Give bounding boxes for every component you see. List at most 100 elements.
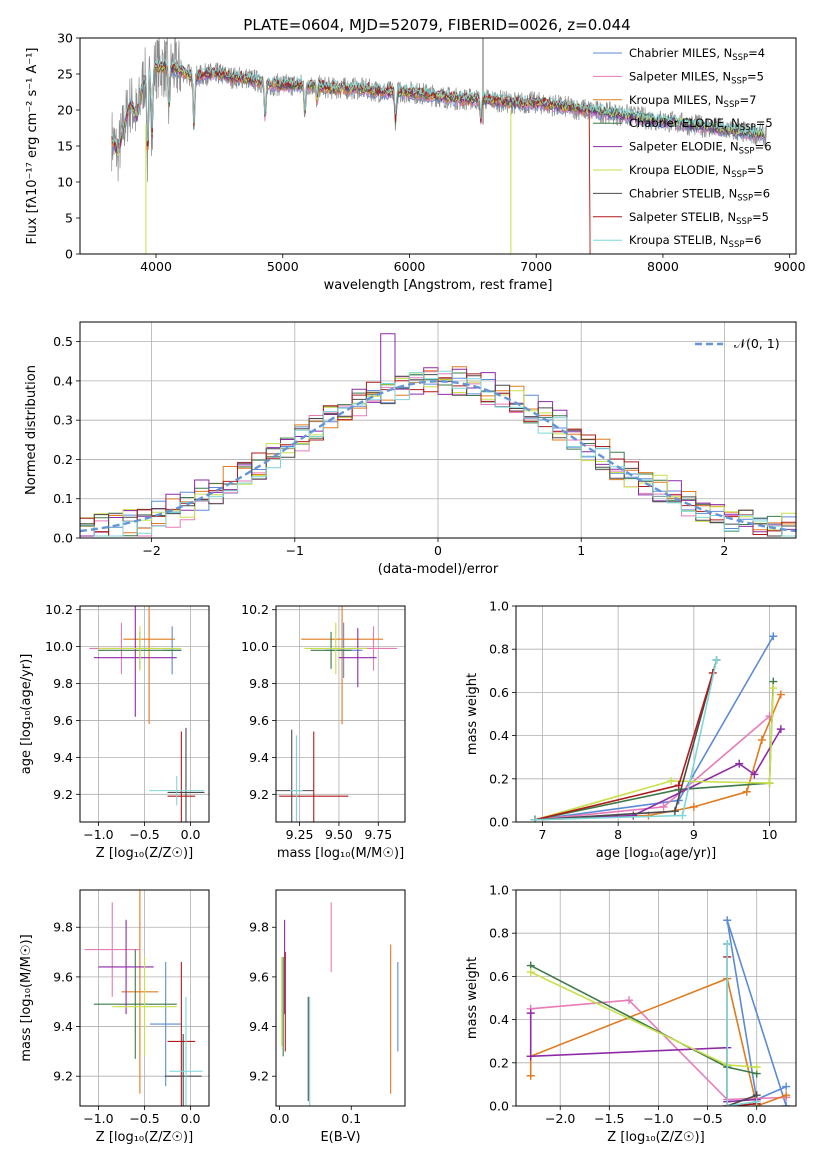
y-tick-label: 0.8 (489, 926, 509, 941)
y-tick-label: 0.2 (489, 771, 509, 786)
x-tick-label: 4000 (140, 259, 172, 274)
x-tick-label: 9 (690, 827, 698, 842)
x-tick-label: −0.5 (129, 827, 159, 842)
x-axis-label: Z [log₁₀(Z/Z☉)] (96, 1130, 193, 1145)
x-tick-label: 0.0 (747, 1111, 767, 1126)
x-tick-label: −0.5 (692, 1111, 722, 1126)
y-axis-label: age [log₁₀(age/yr)] (19, 654, 34, 775)
y-tick-label: 9.8 (249, 920, 269, 935)
x-axis-label: wavelength [Angstrom, rest frame] (324, 278, 553, 293)
y-tick-label: 1.0 (489, 883, 509, 898)
y-tick-label: 10.0 (45, 639, 73, 654)
data-marker (530, 815, 539, 822)
y-tick-label: 10.2 (241, 602, 269, 617)
x-tick-label: 1 (577, 543, 585, 558)
mass-weight-line (534, 681, 775, 821)
y-tick-label: 9.4 (249, 750, 269, 765)
x-tick-label: 9.50 (325, 827, 353, 842)
x-tick-label: −2.0 (545, 1111, 575, 1126)
x-tick-label: 8000 (647, 259, 679, 274)
axes-frame (79, 37, 797, 255)
x-tick-label: 0 (434, 543, 442, 558)
x-axis-label: E(B-V) (320, 1130, 360, 1145)
legend-entry: 𝒩(0, 1) (734, 336, 780, 351)
legend-entry: Salpeter ELODIE, NSSP=6 (629, 140, 772, 157)
plot-area (89, 606, 205, 822)
x-axis-label: Z [log₁₀(Z/Z☉)] (607, 1130, 704, 1145)
panel-mass_weight_vs_age: 7 8 9 10 0.0 0.2 0.4 0.6 0.8 1.0 age [log₁₀(age/yr… (465, 599, 797, 861)
y-tick-label: 9.4 (53, 750, 73, 765)
panel-mass_weight_vs_Z: −2.0 −1.5 −1.0 −0.5 0.0 0.0 0.2 0.4 0.6 0.8 1.0 Z [… (465, 883, 797, 1145)
model-spectrum (111, 60, 591, 254)
x-axis-label: age [log₁₀(age/yr)] (596, 846, 717, 861)
plot-area (281, 902, 399, 1106)
axes-frame (79, 605, 210, 823)
y-tick-label: 15 (57, 139, 73, 154)
plot-area (530, 632, 785, 822)
y-tick-label: 9.2 (249, 1069, 269, 1084)
data-marker (526, 968, 535, 977)
y-tick-label: 9.4 (53, 1019, 73, 1034)
data-marker (674, 781, 683, 790)
y-tick-label: 0 (65, 247, 73, 262)
x-tick-label: 9.75 (364, 827, 392, 842)
y-tick-label: 0.1 (53, 491, 73, 506)
data-marker (752, 1097, 761, 1106)
data-marker (742, 787, 751, 796)
mass-weight-line (534, 659, 718, 821)
y-tick-label: 0.0 (489, 1099, 509, 1114)
mass-weight-line (534, 659, 718, 821)
y-tick-label: 0.2 (53, 452, 73, 467)
axes-frame (79, 889, 210, 1107)
data-marker (776, 725, 785, 734)
y-tick-label: 5 (65, 211, 73, 226)
panel-mass_vs_EBV: 0.0 0.1 9.2 9.4 9.6 9.8 E(B-V) (249, 889, 406, 1145)
y-tick-label: 9.6 (249, 969, 269, 984)
x-axis-label: (data-model)/error (378, 562, 499, 577)
plot-area (111, 38, 768, 254)
plot-area (84, 890, 203, 1106)
legend-entry: Kroupa STELIB, NSSP=6 (629, 233, 761, 250)
data-marker (659, 802, 668, 811)
x-tick-label: 0.0 (181, 1111, 201, 1126)
mass-weight-line (534, 635, 774, 821)
data-marker (712, 656, 721, 664)
data-marker (526, 1071, 535, 1080)
axes-frame (275, 605, 406, 823)
y-axis-label: Flux [fλ10⁻¹⁷ erg cm⁻² s⁻¹ A⁻¹] (25, 48, 40, 245)
y-tick-label: 0.6 (489, 969, 509, 984)
axes-frame (515, 605, 797, 823)
mass-weight-line (726, 919, 787, 1106)
x-axis-label: Z [log₁₀(Z/Z☉)] (96, 846, 193, 861)
data-marker (782, 1082, 791, 1091)
legend-entry: Kroupa MILES, NSSP=7 (629, 93, 756, 110)
legend-entry: Chabrier STELIB, NSSP=6 (629, 186, 770, 203)
data-marker (689, 802, 698, 811)
y-tick-label: 0.4 (489, 1012, 509, 1027)
legend-entry: Salpeter MILES, NSSP=5 (629, 69, 764, 86)
data-marker (526, 1009, 535, 1018)
histogram-series (80, 333, 796, 537)
panel-age_vs_mass: 9.25 9.50 9.75 9.2 9.4 9.6 9.8 10.0 10.2 mass [lo… (241, 602, 406, 861)
x-tick-label: 7000 (520, 259, 552, 274)
x-tick-label: 8 (614, 827, 622, 842)
x-tick-label: −1.0 (83, 1111, 113, 1126)
y-tick-label: 1.0 (489, 599, 509, 614)
y-tick-label: 10.0 (241, 639, 269, 654)
y-tick-label: 9.2 (53, 1069, 73, 1084)
axes-frame (79, 321, 797, 539)
histogram-series (80, 370, 796, 537)
data-marker (776, 690, 785, 699)
x-tick-label: 9000 (774, 259, 806, 274)
figure-title: PLATE=0604, MJD=52079, FIBERID=0026, z=0… (243, 16, 630, 34)
y-tick-label: 0.3 (53, 413, 73, 428)
x-tick-label: 7 (539, 827, 547, 842)
panel-spectrum: 4000 5000 6000 7000 8000 9000 0 5 10 15 20 25 30 wave… (25, 31, 806, 294)
x-tick-label: −2 (142, 543, 160, 558)
x-tick-label: −1.0 (83, 827, 113, 842)
y-tick-label: 9.8 (249, 676, 269, 691)
mass-weight-line (534, 688, 775, 821)
legend-entry: Salpeter STELIB, NSSP=5 (629, 210, 769, 227)
data-marker (782, 1091, 791, 1100)
